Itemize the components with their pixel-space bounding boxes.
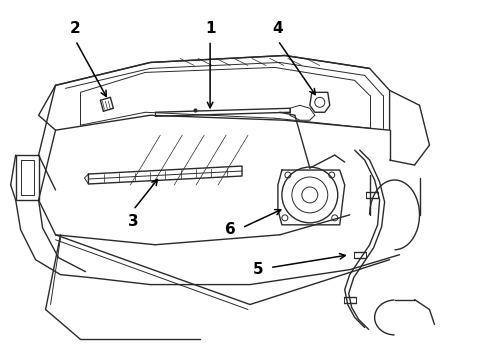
Text: 2: 2: [70, 21, 81, 36]
Text: 1: 1: [205, 21, 215, 36]
Text: 6: 6: [225, 222, 235, 237]
Text: 5: 5: [253, 262, 263, 277]
Text: 4: 4: [272, 21, 283, 36]
Text: 3: 3: [128, 214, 139, 229]
